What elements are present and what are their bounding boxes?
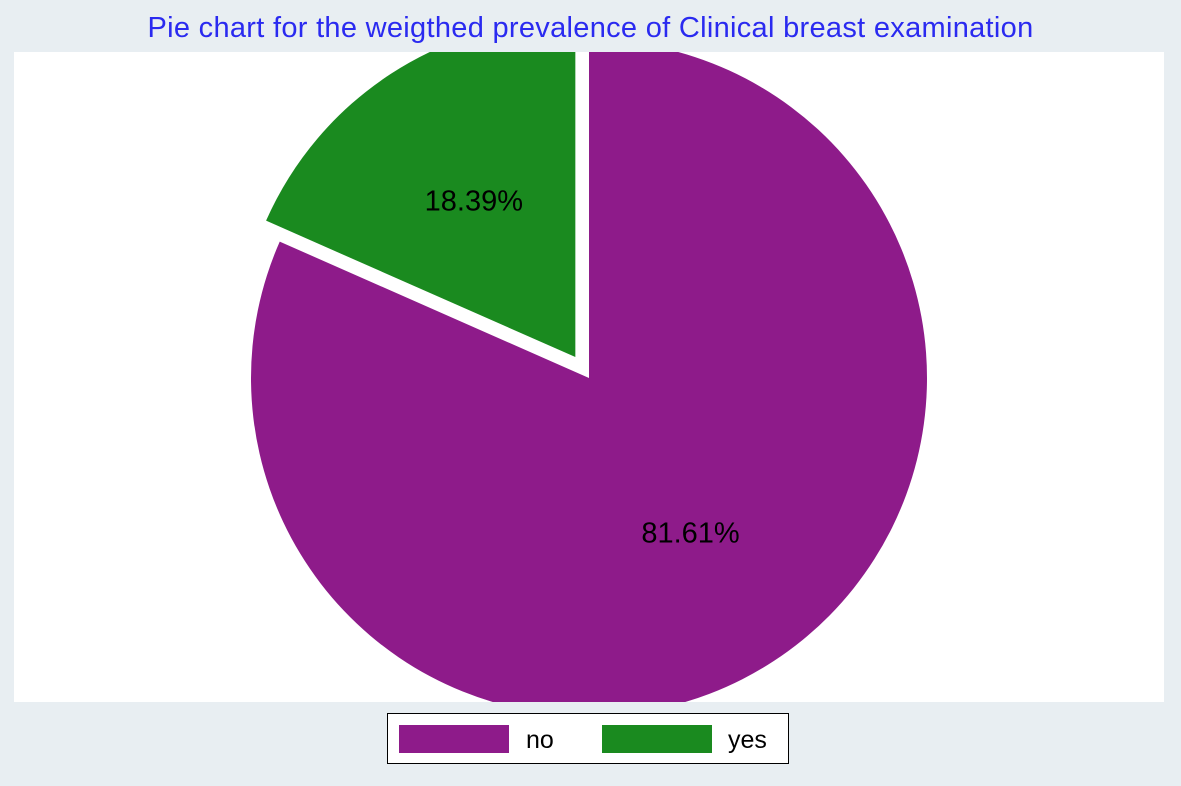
pie-chart: 81.61% 18.39% (251, 19, 927, 716)
pie-slice-no (251, 40, 927, 716)
legend: no yes (387, 713, 789, 764)
legend-swatch-no (399, 725, 509, 753)
pie-slice-yes (266, 19, 576, 358)
legend-swatch-yes (602, 725, 712, 753)
plot-area: 81.61% 18.39% (14, 19, 1164, 716)
slice-label-no: 81.61% (641, 518, 739, 550)
legend-label-yes: yes (728, 726, 767, 754)
legend-label-no: no (526, 726, 554, 754)
chart-title: Pie chart for the weigthed prevalence of… (147, 12, 1034, 44)
slice-label-yes: 18.39% (425, 185, 523, 217)
